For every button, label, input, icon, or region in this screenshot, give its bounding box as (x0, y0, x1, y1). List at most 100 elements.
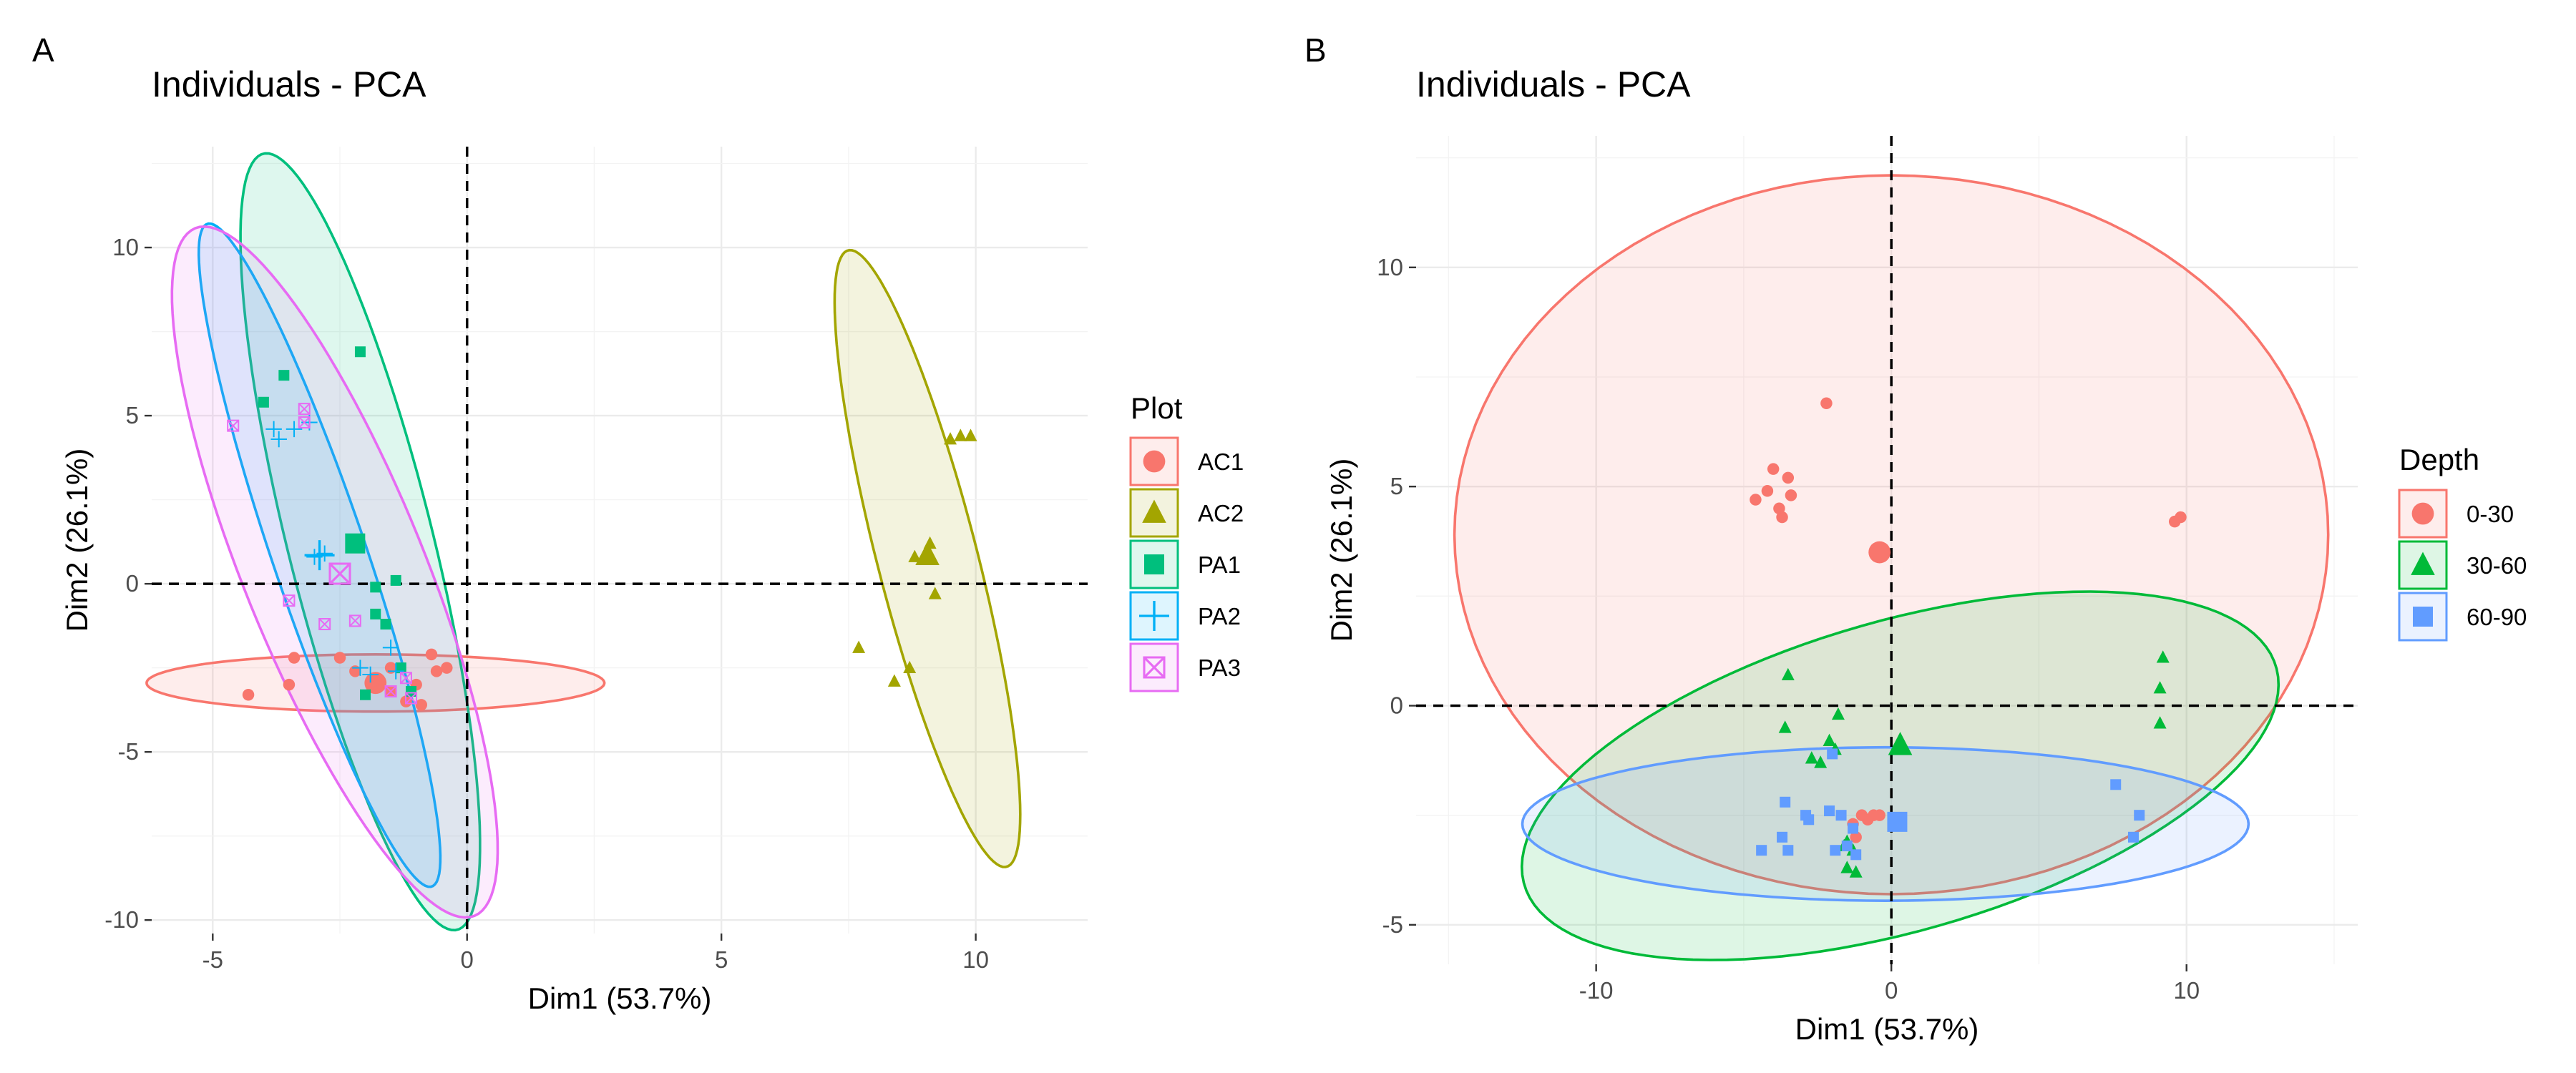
data-point (1823, 733, 1836, 746)
data-point (1830, 845, 1841, 856)
data-point (258, 396, 269, 408)
x-tick-label: 0 (461, 946, 474, 973)
series-30-60 (1778, 650, 2170, 878)
series-60-90 (1756, 748, 2145, 861)
data-point (278, 370, 290, 381)
data-point (1849, 865, 1863, 878)
data-point (903, 660, 917, 674)
x-tick-label: 0 (1885, 977, 1898, 1004)
centroid-point (328, 562, 351, 585)
data-point (1835, 810, 1847, 821)
y-tick-label: 10 (1377, 254, 1403, 280)
data-point (283, 594, 296, 607)
data-point (441, 662, 453, 674)
legend-title: Depth (2399, 443, 2479, 476)
x-axis-title: Dim1 (53.7%) (528, 981, 712, 1015)
data-point (1841, 841, 1853, 852)
y-tick-label: -5 (1382, 911, 1403, 938)
legend-label: AC1 (1198, 449, 1244, 475)
series-pa3 (227, 403, 418, 705)
data-point (406, 686, 417, 697)
y-tick-label: 5 (126, 402, 139, 428)
data-point (1780, 796, 1791, 808)
data-point (370, 608, 381, 619)
data-point (384, 685, 397, 698)
data-point (1778, 720, 1792, 733)
data-point (354, 346, 366, 358)
data-point (954, 428, 967, 441)
x-tick-label: -10 (1579, 977, 1614, 1004)
ellipse-pa3 (170, 225, 499, 919)
data-point (2134, 810, 2145, 821)
data-point (370, 582, 381, 593)
data-point (1805, 751, 1818, 764)
data-point (1781, 667, 1795, 681)
data-point (288, 652, 301, 664)
data-point (1827, 748, 1838, 760)
data-point (2156, 650, 2170, 663)
confidence-ellipses (145, 152, 1022, 932)
data-point (2175, 511, 2187, 524)
series-ac2 (852, 428, 977, 687)
data-point (405, 692, 418, 705)
data-point (1814, 755, 1828, 768)
y-tick-label: -5 (118, 738, 139, 765)
y-tick-label: 5 (1390, 473, 1403, 499)
x-tick-label: 10 (962, 946, 989, 973)
data-point (1820, 397, 1833, 409)
data-point (425, 648, 438, 661)
data-point (908, 549, 922, 562)
legend-symbol-ac2 (1142, 499, 1166, 523)
panel-label: B (1304, 31, 1327, 69)
data-point (333, 652, 346, 664)
ellipse-60-90 (1521, 745, 2250, 903)
data-point (286, 421, 303, 438)
panel-b: B Individuals - PCA -10 0 10 -5 0 5 10 Dim1 (53.7… (1304, 31, 2527, 1046)
data-point (265, 421, 282, 438)
legend-key-ac1 (1129, 436, 1179, 486)
data-point (1782, 845, 1794, 856)
legend-label: AC2 (1198, 500, 1244, 526)
legend: Plot AC1 AC2 PA1 PA2 PA3 (1129, 391, 1244, 692)
data-point (348, 614, 361, 627)
y-axis-title: Dim2 (26.1%) (1324, 459, 1358, 642)
data-point (1848, 823, 1859, 834)
x-tick-label: 10 (2173, 977, 2200, 1004)
legend-label: PA3 (1198, 655, 1241, 681)
legend-symbol-30-60 (2411, 552, 2435, 575)
data-point (360, 689, 371, 700)
legend-label: PA1 (1198, 552, 1241, 578)
plot-title: Individuals - PCA (152, 64, 426, 104)
data-point (1756, 845, 1767, 856)
legend-symbol-pa2 (1139, 601, 1169, 631)
centroid-point (915, 542, 940, 566)
legend-label: 0-30 (2467, 501, 2514, 527)
legend-symbol-60-90 (2413, 607, 2433, 627)
data-point (2127, 831, 2139, 843)
data-point (298, 416, 311, 428)
data-point (1824, 805, 1835, 817)
data-point (352, 660, 369, 676)
panel-a: A Individuals - PCA -5 0 5 10 -10 -5 0 5 10 Dim1 (5… (32, 31, 1244, 1015)
x-tick-label: 5 (715, 946, 728, 973)
data-point (1782, 471, 1795, 484)
data-point (430, 665, 443, 677)
data-point (318, 618, 331, 631)
legend: Depth 0-30 30-60 60-90 (2398, 443, 2527, 642)
legend-label: PA2 (1198, 603, 1241, 629)
centroid-point (1888, 732, 1913, 755)
centroid-point (345, 533, 366, 554)
centroid-point (304, 540, 335, 571)
data-point (390, 574, 401, 586)
panel-label: A (32, 31, 54, 69)
legend-symbol-ac1 (1143, 450, 1166, 473)
data-point (362, 666, 379, 683)
x-axis-title: Dim1 (53.7%) (1795, 1012, 1979, 1046)
data-point (382, 640, 399, 656)
data-point (399, 672, 412, 685)
data-point (1767, 463, 1780, 475)
data-point (1831, 707, 1845, 720)
data-point (887, 674, 901, 687)
data-point (387, 663, 404, 680)
data-point (964, 428, 977, 441)
